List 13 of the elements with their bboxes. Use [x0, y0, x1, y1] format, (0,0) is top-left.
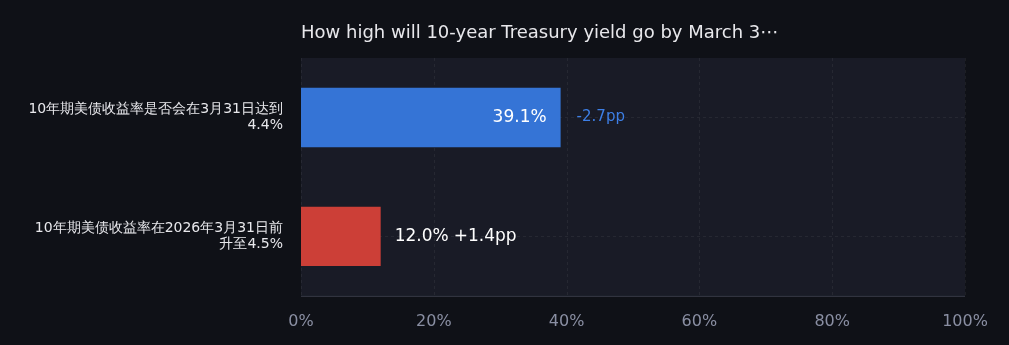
x-tick-label: 40% [548, 310, 585, 330]
x-tick-label: 100% [942, 310, 988, 330]
x-tick-label: 60% [681, 310, 718, 330]
x-tick-label: 0% [288, 310, 314, 330]
y-tick-label: 10年期美债收益率在2026年3月31日前升至4.5% [34, 218, 283, 252]
data-label: 12.0% [394, 224, 449, 245]
annotation: -2.7pp [576, 107, 625, 126]
chart-title: How high will 10-year Treasury yield go by March 3⋯ [301, 20, 779, 42]
x-tick-label: 80% [814, 310, 850, 330]
annotation: +1.4pp [453, 224, 517, 245]
x-tick-label: 20% [416, 310, 452, 330]
y-tick-label: 10年期美债收益率是否会在3月31日达到4.4% [28, 99, 283, 133]
data-label: 39.1% [492, 105, 547, 126]
